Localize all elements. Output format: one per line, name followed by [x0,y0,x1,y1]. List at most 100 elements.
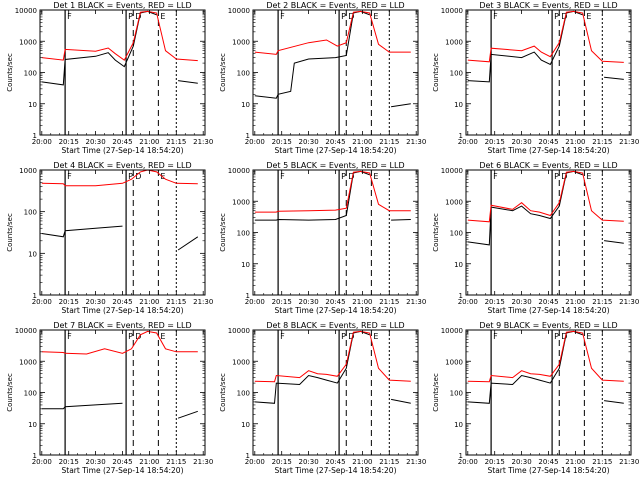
panel-title: Det 3 BLACK = Events, RED = LLD [479,1,617,10]
chart-panel: F P D E Det 7 BLACK = Events, RED = LLD 20:00… [6,321,213,475]
series-line-events [254,10,411,108]
series-line-lld [467,170,624,223]
x-tick-label: 21:00 [352,298,372,306]
y-axis-title: Counts/sec [6,373,14,412]
y-tick-label: 1000 [19,38,37,46]
chart-panel: F P D E Det 1 BLACK = Events, RED = LLD 20:00… [6,1,213,155]
y-tick-label: 1000 [445,198,463,206]
x-tick-label: 20:00 [245,138,265,146]
marker-label: D [135,12,141,21]
marker-label: D [135,172,141,181]
y-tick-label: 100 [450,70,463,78]
y-axis-title: Counts/sec [432,373,440,412]
y-tick-label: 10000 [228,167,250,175]
y-tick-label: 1 [33,452,37,460]
y-tick-label: 1 [459,452,463,460]
x-tick-label: 20:00 [458,138,478,146]
y-tick-label: 1 [246,292,250,300]
chart-panel: F P D E Det 9 BLACK = Events, RED = LLD 20:00… [432,321,639,475]
y-tick-label: 100 [24,209,37,217]
y-tick-label: 1 [459,292,463,300]
x-tick-label: 21:15 [379,458,399,466]
y-tick-label: 10 [454,261,463,269]
marker-label: P [341,172,346,181]
marker-label: D [348,332,354,341]
marker-label: E [373,332,378,341]
x-tick-label: 21:00 [352,458,372,466]
y-tick-label: 10 [241,101,250,109]
marker-label: D [135,332,141,341]
x-tick-label: 20:45 [538,298,558,306]
x-tick-label: 21:30 [406,298,426,306]
y-tick-label: 1000 [232,198,250,206]
marker-label: P [554,332,559,341]
panel-title: Det 6 BLACK = Events, RED = LLD [479,161,617,170]
x-tick-label: 21:00 [565,138,585,146]
panel-title: Det 5 BLACK = Events, RED = LLD [266,161,404,170]
x-tick-label: 20:45 [112,298,132,306]
chart-panel: F P D E Det 2 BLACK = Events, RED = LLD 20:00… [219,1,426,155]
marker-label: D [561,172,567,181]
series-line-lld [254,170,411,213]
y-tick-label: 100 [450,390,463,398]
x-tick-label: 20:00 [245,458,265,466]
x-tick-label: 20:00 [32,458,52,466]
y-tick-label: 10 [28,421,37,429]
y-tick-label: 100 [237,70,250,78]
x-tick-label: 21:30 [193,458,213,466]
y-axis-title: Counts/sec [6,53,14,92]
marker-label: E [586,332,591,341]
series-line-events [41,10,198,86]
series-line-events [254,330,411,404]
y-tick-label: 1 [459,132,463,140]
marker-label: D [348,172,354,181]
x-axis-title: Start Time (27-Sep-14 18:54:20) [488,146,610,155]
x-tick-label: 21:00 [352,138,372,146]
x-tick-label: 21:15 [379,138,399,146]
y-tick-label: 1000 [445,358,463,366]
y-axis-title: Counts/sec [219,213,227,252]
y-axis-title: Counts/sec [219,373,227,412]
marker-label: E [586,172,591,181]
x-tick-label: 21:30 [619,138,639,146]
x-tick-label: 20:45 [325,138,345,146]
y-tick-label: 100 [450,230,463,238]
y-axis-title: Counts/sec [432,213,440,252]
marker-label: F [280,12,285,21]
x-tick-label: 21:15 [592,458,612,466]
x-tick-label: 20:00 [245,298,265,306]
series-line-lld [41,330,198,355]
x-tick-label: 20:15 [485,458,505,466]
x-tick-label: 21:15 [592,138,612,146]
x-tick-label: 20:15 [59,458,79,466]
x-tick-label: 20:00 [458,298,478,306]
x-tick-label: 20:30 [299,298,319,306]
x-tick-label: 20:30 [512,458,532,466]
panel-title: Det 8 BLACK = Events, RED = LLD [266,321,404,330]
marker-label: P [128,332,133,341]
panel-title: Det 7 BLACK = Events, RED = LLD [53,321,191,330]
x-tick-label: 21:15 [166,138,186,146]
marker-label: F [280,172,285,181]
marker-label: P [128,172,133,181]
x-tick-label: 20:30 [86,458,106,466]
x-tick-label: 21:00 [139,138,159,146]
marker-label: F [493,172,498,181]
marker-label: E [373,12,378,21]
x-tick-label: 20:30 [299,138,319,146]
y-tick-label: 10 [454,421,463,429]
series-line-events [467,170,624,246]
x-tick-label: 21:30 [406,138,426,146]
x-tick-label: 20:45 [112,458,132,466]
series-line-events [467,330,624,404]
x-tick-label: 20:30 [512,298,532,306]
y-tick-label: 10000 [441,7,463,15]
y-tick-label: 1 [246,452,250,460]
x-tick-label: 21:30 [406,458,426,466]
x-tick-label: 21:00 [565,298,585,306]
y-tick-label: 100 [24,70,37,78]
x-tick-label: 20:30 [299,458,319,466]
y-tick-label: 1000 [19,358,37,366]
marker-label: E [586,12,591,21]
